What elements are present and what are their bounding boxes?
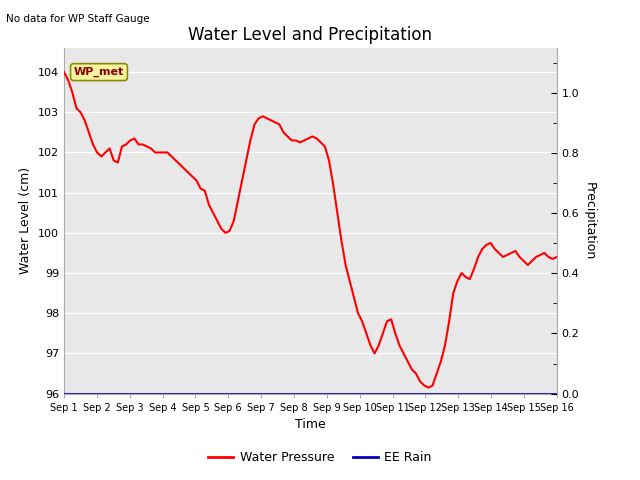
Y-axis label: Precipitation: Precipitation: [583, 181, 596, 260]
X-axis label: Time: Time: [295, 418, 326, 431]
Y-axis label: Water Level (cm): Water Level (cm): [19, 167, 33, 275]
Text: No data for WP Staff Gauge: No data for WP Staff Gauge: [6, 14, 150, 24]
Text: WP_met: WP_met: [74, 67, 124, 77]
Legend: Water Pressure, EE Rain: Water Pressure, EE Rain: [204, 446, 436, 469]
Title: Water Level and Precipitation: Water Level and Precipitation: [188, 25, 433, 44]
